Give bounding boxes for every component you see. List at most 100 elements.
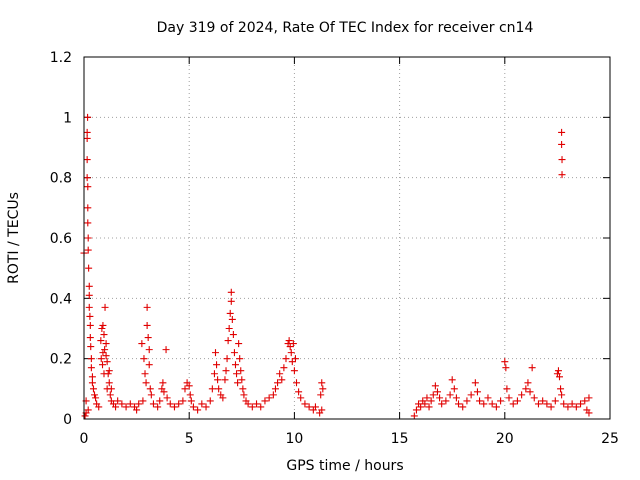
y-tick-label: 0.6 (50, 231, 72, 247)
y-tick-label: 0.8 (50, 171, 72, 187)
data-point (319, 385, 327, 393)
data-point (433, 388, 441, 396)
data-point (210, 370, 218, 378)
data-point (84, 204, 92, 212)
data-point (175, 400, 183, 408)
data-point (143, 303, 151, 311)
data-point (102, 340, 110, 348)
data-point (185, 382, 193, 390)
data-point (290, 367, 298, 375)
data-point (198, 400, 206, 408)
data-point (240, 391, 248, 399)
data-point (97, 355, 105, 363)
y-tick-label: 1 (63, 110, 72, 126)
data-point (86, 312, 94, 320)
data-point (101, 303, 109, 311)
data-point (85, 282, 93, 290)
data-point (286, 343, 294, 351)
data-point (91, 391, 99, 399)
data-point (289, 340, 297, 348)
data-point (311, 403, 319, 411)
data-point (577, 400, 585, 408)
data-point (505, 394, 513, 402)
data-point (145, 361, 153, 369)
y-tick-label: 1.2 (50, 50, 72, 66)
data-point (305, 403, 313, 411)
data-point (222, 367, 230, 375)
axis-ticks (83, 56, 611, 420)
data-point (89, 385, 97, 393)
data-point (448, 376, 456, 384)
data-point (87, 364, 95, 372)
data-point (301, 400, 309, 408)
data-point (473, 388, 481, 396)
data-point (564, 403, 572, 411)
data-point (99, 361, 107, 369)
grid-lines (84, 57, 610, 419)
data-point (558, 391, 566, 399)
x-axis-label: GPS time / hours (286, 458, 403, 474)
data-point (213, 361, 221, 369)
data-point (85, 303, 93, 311)
data-point (189, 403, 197, 411)
data-point (231, 361, 239, 369)
data-point (88, 379, 96, 387)
data-point (427, 397, 435, 405)
data-point (163, 394, 171, 402)
data-point (166, 400, 174, 408)
data-point (214, 376, 222, 384)
y-tick-label: 0 (63, 412, 72, 428)
data-point (83, 128, 91, 136)
data-point (442, 397, 450, 405)
data-point (547, 403, 555, 411)
data-point (227, 297, 235, 305)
data-point (99, 321, 107, 329)
data-point (112, 403, 120, 411)
data-point (285, 337, 293, 345)
x-tick-label: 15 (391, 431, 409, 447)
data-points (80, 113, 593, 420)
data-point (282, 355, 290, 363)
data-point (107, 385, 115, 393)
data-point (181, 385, 189, 393)
data-point (215, 385, 223, 393)
data-point (102, 352, 110, 360)
data-point (436, 394, 444, 402)
data-point (560, 400, 568, 408)
data-point (492, 403, 500, 411)
data-point (83, 156, 91, 164)
data-point (84, 246, 92, 254)
data-point (154, 403, 162, 411)
data-point (83, 174, 91, 182)
y-axis-label: ROTI / TECUs (6, 192, 22, 284)
data-point (288, 358, 296, 366)
data-point (297, 394, 305, 402)
data-point (423, 394, 431, 402)
data-point (471, 379, 479, 387)
data-point (452, 394, 460, 402)
data-point (147, 391, 155, 399)
data-point (206, 397, 214, 405)
data-point (502, 364, 510, 372)
data-point (557, 385, 565, 393)
x-tick-label: 20 (496, 431, 514, 447)
data-point (104, 370, 112, 378)
data-point (88, 373, 96, 381)
data-point (85, 291, 93, 299)
data-point (219, 394, 227, 402)
data-point (556, 373, 564, 381)
data-point (95, 403, 103, 411)
data-point (257, 403, 265, 411)
data-point (139, 397, 147, 405)
data-point (133, 406, 141, 414)
data-point (431, 382, 439, 390)
data-point (225, 325, 233, 332)
x-tick-label: 25 (601, 431, 619, 447)
data-point (484, 394, 492, 402)
data-point (518, 391, 526, 399)
data-point (87, 343, 95, 351)
data-point (509, 400, 517, 408)
data-point (99, 349, 107, 357)
data-point (84, 219, 92, 227)
